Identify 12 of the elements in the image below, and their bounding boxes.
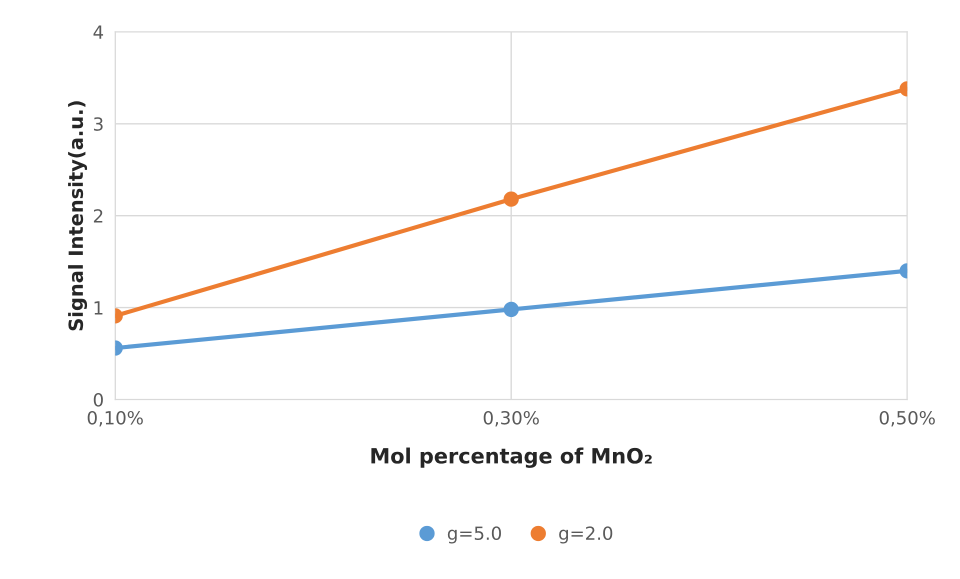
y-tick-label: 0 [94, 392, 103, 407]
x-tick-label: 0,50% [880, 410, 935, 426]
y-tick-label: 3 [94, 117, 103, 131]
x-axis-title: Mol percentage of MnO₂ [371, 448, 652, 468]
x-tick-label: 0,10% [88, 410, 143, 426]
legend-label: g=5.0 [448, 526, 501, 544]
x-tick-label: 0,30% [484, 410, 539, 426]
legend-label: g=2.0 [559, 526, 612, 544]
y-tick-label: 2 [94, 209, 102, 223]
y-axis-title: Signal Intensity(a.u.) [68, 101, 88, 330]
y-tick-label: 1 [94, 301, 102, 314]
y-tick-label: 4 [93, 26, 104, 39]
